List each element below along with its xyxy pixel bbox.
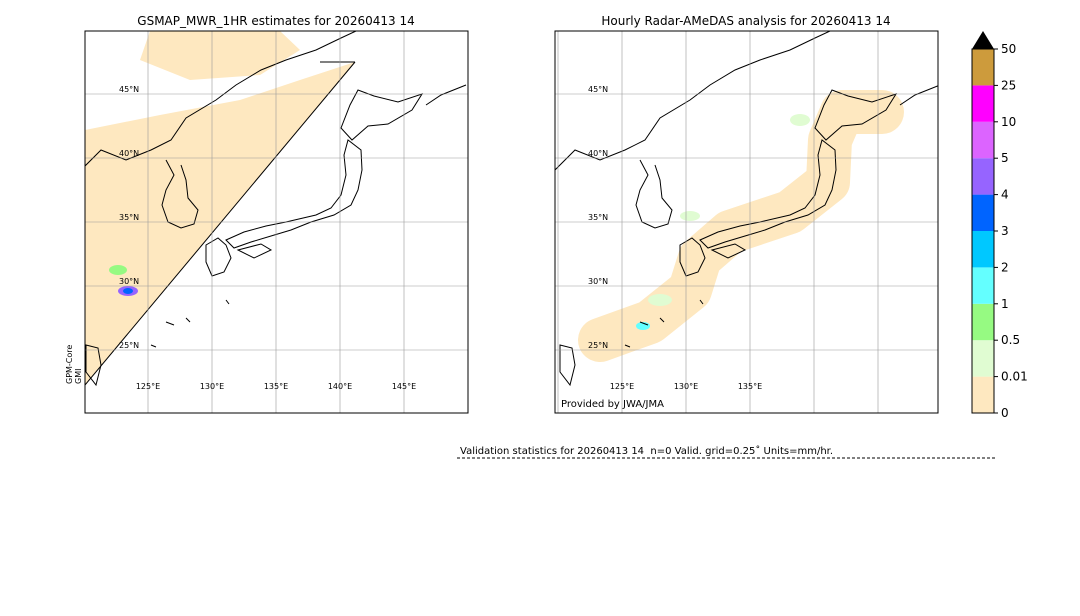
colorbar-segment: [972, 376, 994, 413]
colorbar-label: 5: [1001, 151, 1009, 165]
lon-label: 135°E: [738, 382, 762, 391]
colorbar: 0 0.01 0.5 1 2 3 4 5 10 25 50: [971, 31, 1028, 420]
credit: Provided by JWA/JMA: [561, 399, 664, 410]
colorbar-segment: [972, 49, 994, 86]
right-frame: [554, 30, 939, 414]
right-map: 45°N 40°N 35°N 30°N 25°N 125°E 130°E 135°E: [555, 31, 938, 413]
lon-label: 125°E: [610, 382, 634, 391]
left-title: GSMAP_MWR_1HR estimates for 20260413 14: [137, 14, 414, 28]
lat-label: 40°N: [588, 149, 608, 158]
lat-label: 25°N: [119, 341, 139, 350]
colorbar-segment: [972, 340, 994, 377]
lon-label: 145°E: [392, 382, 416, 391]
colorbar-label: 0.01: [1001, 370, 1028, 384]
colorbar-label: 4: [1001, 188, 1009, 202]
lat-label: 25°N: [588, 341, 608, 350]
lat-label: 35°N: [119, 213, 139, 222]
lat-label: 45°N: [588, 85, 608, 94]
colorbar-segment: [972, 85, 994, 122]
colorbar-segment: [972, 158, 994, 195]
lat-label: 30°N: [119, 277, 139, 286]
sensor-label: GPM-Core: [65, 345, 74, 384]
colorbar-label: 0.5: [1001, 333, 1020, 347]
colorbar-segment: [972, 194, 994, 231]
colorbar-label: 1: [1001, 297, 1009, 311]
colorbar-segment: [972, 231, 994, 268]
lat-label: 35°N: [588, 213, 608, 222]
colorbar-label: 10: [1001, 115, 1016, 129]
colorbar-extend: [972, 31, 994, 49]
lon-label: 125°E: [136, 382, 160, 391]
lon-label: 130°E: [674, 382, 698, 391]
sensor-label: GMI: [74, 369, 83, 384]
lon-label: 130°E: [200, 382, 224, 391]
lat-label: 40°N: [119, 149, 139, 158]
colorbar-label: 50: [1001, 42, 1016, 56]
colorbar-segment: [972, 303, 994, 341]
colorbar-segment: [972, 121, 994, 159]
lat-label: 30°N: [588, 277, 608, 286]
lon-label: 140°E: [328, 382, 352, 391]
colorbar-segment: [972, 267, 994, 304]
lon-label: 135°E: [264, 382, 288, 391]
colorbar-label: 2: [1001, 260, 1009, 274]
right-title: Hourly Radar-AMeDAS analysis for 2026041…: [601, 14, 890, 28]
colorbar-label: 3: [1001, 224, 1009, 238]
colorbar-label: 25: [1001, 78, 1016, 92]
colorbar-label: 0: [1001, 406, 1009, 420]
validation-text: Validation statistics for 20260413 14 n=…: [460, 445, 833, 457]
left-frame: [84, 30, 469, 414]
lat-label: 45°N: [119, 85, 139, 94]
left-map: 45°N 40°N 35°N 30°N 25°N 125°E 130°E 135°E 140°E…: [85, 31, 468, 413]
